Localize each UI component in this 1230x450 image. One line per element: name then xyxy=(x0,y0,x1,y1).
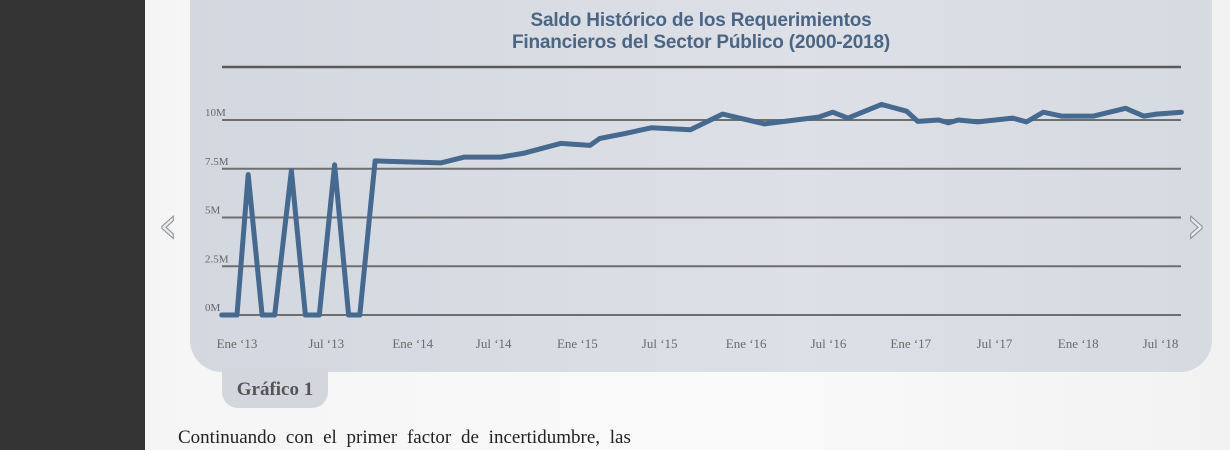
x-tick-label: Ene ‘14 xyxy=(392,336,433,351)
y-tick-label: 0M xyxy=(205,302,221,314)
carousel-next-button chevron-right-icon[interactable]: › xyxy=(1186,196,1207,254)
x-tick-label: Ene ‘13 xyxy=(217,336,258,351)
y-tick-label: 7.5M xyxy=(205,156,229,168)
x-tick-label: Jul ‘15 xyxy=(642,336,678,351)
x-tick-label: Jul ‘14 xyxy=(476,336,512,351)
y-tick-label: 5M xyxy=(205,205,221,217)
carousel-prev-button chevron-left-icon[interactable]: ‹ xyxy=(158,196,179,254)
x-tick-label: Ene ‘17 xyxy=(890,336,931,351)
x-tick-label: Jul ‘17 xyxy=(977,336,1013,351)
x-tick-label: Ene ‘16 xyxy=(726,336,767,351)
y-tick-label: 10M xyxy=(205,107,226,119)
x-tick-label: Jul ‘18 xyxy=(1143,336,1179,351)
x-tick-label: Ene ‘15 xyxy=(557,336,598,351)
series-line xyxy=(219,101,1184,318)
x-tick-label: Jul ‘13 xyxy=(308,336,344,351)
x-tick-label: Jul ‘16 xyxy=(811,336,847,351)
y-tick-label: 2.5M xyxy=(205,253,229,265)
chart-caption: Gráfico 1 xyxy=(222,368,328,408)
chart-title: Saldo Histórico de los Requerimientos Fi… xyxy=(190,10,1212,54)
chart-title-line-1: Saldo Histórico de los Requerimientos xyxy=(530,10,872,31)
x-tick-label: Ene ‘18 xyxy=(1058,336,1099,351)
left-sidebar xyxy=(0,0,145,450)
chart-title-line-2: Financieros del Sector Público (2000-201… xyxy=(511,32,891,53)
body-paragraph: Continuando con el primer factor de ince… xyxy=(178,427,631,448)
